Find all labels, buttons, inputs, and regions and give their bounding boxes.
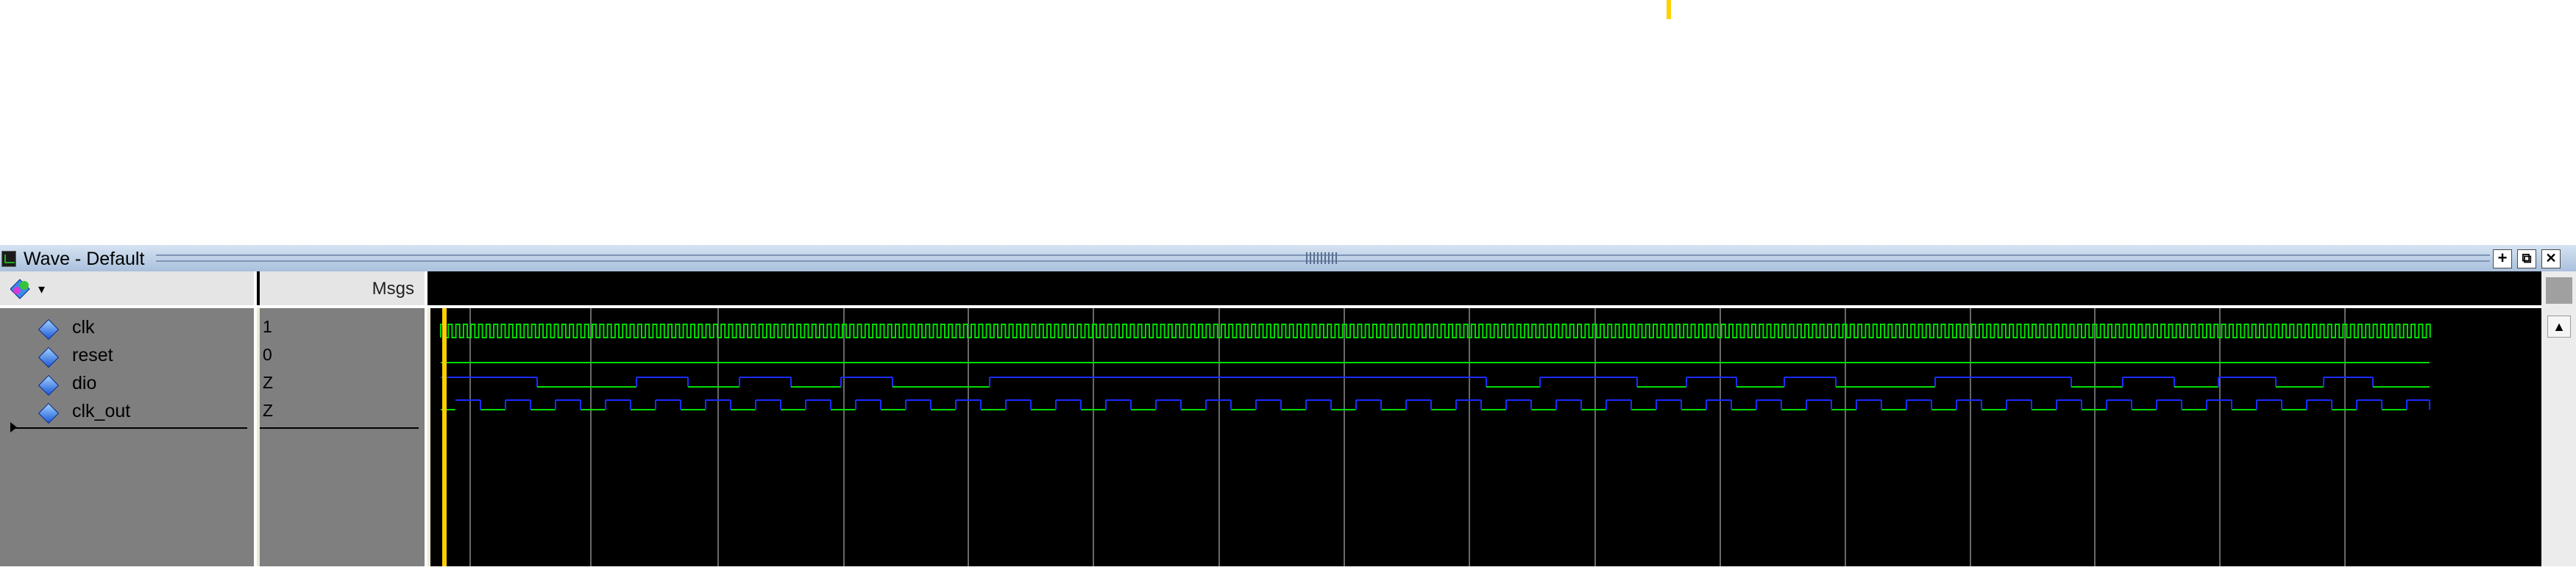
chevron-down-icon[interactable]: ▾ <box>38 282 46 296</box>
clk-waveform <box>440 324 2431 338</box>
name-column-header: ▾ <box>0 271 257 308</box>
signal-diamond-icon <box>38 318 60 341</box>
wave-app-icon <box>1 251 16 267</box>
value-pane: 1 0 Z Z <box>260 308 427 566</box>
vertical-scrollbar[interactable]: ▲ <box>2541 308 2576 566</box>
triangle-marker-icon <box>10 422 17 432</box>
undock-button[interactable]: ⧉ <box>2517 249 2536 268</box>
window-titlebar[interactable]: Wave - Default + ⧉ ✕ <box>0 245 2576 272</box>
signal-name: reset <box>72 345 113 366</box>
dock-button[interactable]: + <box>2493 249 2512 268</box>
header-scroll-corner <box>2541 271 2576 308</box>
msgs-label: Msgs <box>372 279 414 299</box>
signal-add-icon[interactable] <box>10 278 32 300</box>
signal-value: 0 <box>263 345 272 364</box>
scroll-up-arrow-icon[interactable]: ▲ <box>2547 316 2571 338</box>
drag-handle-icon[interactable] <box>1306 252 1339 264</box>
value-list-end-line <box>260 427 419 429</box>
signal-name-pane: clk reset dio clk_out <box>0 308 257 566</box>
header-separator <box>0 305 2541 308</box>
window-title: Wave - Default <box>24 249 145 269</box>
signal-value: Z <box>263 373 274 392</box>
signal-diamond-icon <box>38 402 60 424</box>
waveform-canvas[interactable] <box>430 308 2541 566</box>
msgs-column-header: Msgs <box>260 271 427 308</box>
signal-diamond-icon <box>38 346 60 368</box>
wave-window: Wave - Default + ⧉ ✕ ▾ Msgs clk <box>0 245 2576 566</box>
signal-diamond-icon <box>38 374 60 396</box>
time-cursor <box>442 308 447 566</box>
close-button[interactable]: ✕ <box>2541 249 2561 268</box>
signal-name: clk_out <box>72 401 131 421</box>
waveform-pane[interactable] <box>430 308 2541 566</box>
signal-name: clk <box>72 317 95 338</box>
header-corner-box <box>2546 277 2572 304</box>
signal-value: 1 <box>263 317 272 336</box>
signal-value: Z <box>263 401 274 420</box>
signal-list-end-line <box>10 427 247 429</box>
cursor-marker-top <box>1667 0 1671 19</box>
wave-header-row: ▾ Msgs <box>0 271 2576 308</box>
signal-name: dio <box>72 373 97 393</box>
